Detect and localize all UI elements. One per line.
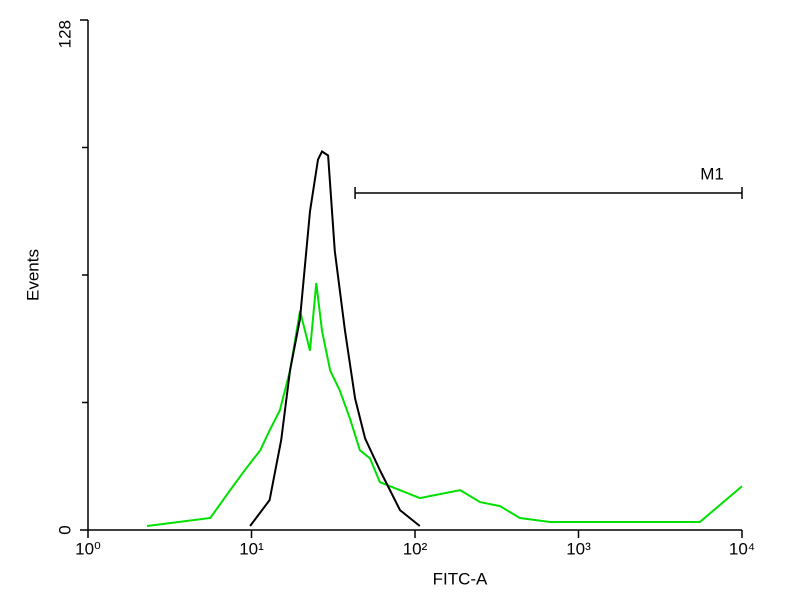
histogram-line [146, 282, 743, 527]
x-tick-label: 10³ [566, 539, 591, 558]
x-tick-label: 10⁴ [729, 539, 755, 558]
x-tick-label: 10⁰ [75, 539, 101, 558]
y-axis-label: Events [23, 249, 42, 301]
x-tick-label: 10² [403, 539, 428, 558]
y-tick-label: 128 [55, 20, 74, 48]
y-tick-label: 0 [55, 525, 74, 534]
histogram-line [249, 150, 421, 527]
x-tick-label: 10¹ [239, 539, 264, 558]
marker-label: M1 [700, 164, 724, 183]
x-axis-label: FITC-A [433, 569, 488, 588]
